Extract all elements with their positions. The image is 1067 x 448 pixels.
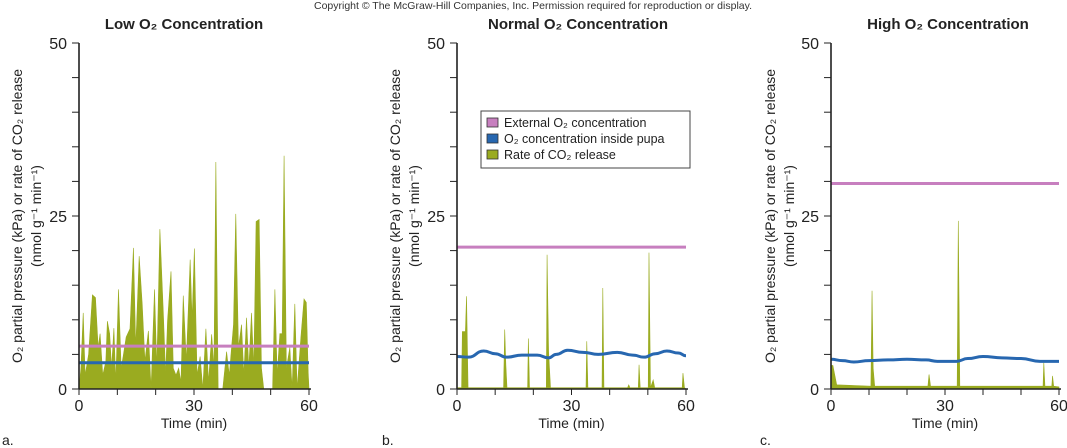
x-axis-title: Time (min): [161, 415, 227, 431]
x-tick-label: 30: [563, 398, 581, 415]
legend-label-internal-o2: O₂ concentration inside pupa: [504, 132, 665, 146]
panel-letter: a.: [2, 432, 14, 448]
panel-title: Low O₂ Concentration: [105, 16, 263, 33]
panel-a: 0 25 50 0 30 60 Time (min) O₂ partial pressure …: [2, 16, 318, 448]
legend-swatch-co2-release: [486, 149, 499, 160]
panel-title: High O₂ Concentration: [867, 16, 1029, 33]
y-axis-title-line2: (nmol g⁻¹ min⁻¹): [781, 165, 797, 267]
legend-label-co2-release: Rate of CO₂ release: [504, 148, 616, 162]
x-axis-title: Time (min): [538, 415, 604, 431]
co2-release-series: [78, 155, 310, 390]
legend: External O₂ concentration O₂ concentrati…: [480, 110, 691, 169]
panel-title: Normal O₂ Concentration: [488, 16, 668, 33]
x-tick-label: 30: [185, 398, 203, 415]
y-tick-label: 25: [427, 209, 445, 226]
y-tick-label: 25: [801, 209, 819, 226]
x-tick-label: 0: [453, 398, 462, 415]
legend-swatch-external-o2: [486, 117, 499, 128]
y-axis-title-line2: (nmol g⁻¹ min⁻¹): [406, 165, 422, 267]
internal-o2-line: [830, 354, 1059, 364]
panel-letter: b.: [382, 432, 394, 448]
panel-b: 0 25 50 0 30 60 Time (min) O₂ partial pressure …: [382, 16, 695, 448]
x-tick-label: 60: [677, 398, 695, 415]
panel-letter: c.: [760, 432, 771, 448]
legend-label-external-o2: External O₂ concentration: [504, 116, 646, 130]
x-tick-label: 60: [300, 398, 318, 415]
y-axis-title-line1: O₂ partial pressure (kPa) or rate of CO₂…: [9, 69, 25, 363]
x-tick-label: 30: [936, 398, 954, 415]
y-tick-label: 0: [810, 382, 819, 399]
co2-release-series: [830, 220, 1060, 390]
y-axis-title-line2: (nmol g⁻¹ min⁻¹): [28, 165, 44, 267]
co2-release-series: [456, 252, 687, 390]
y-tick-label: 0: [436, 382, 445, 399]
y-tick-label: 0: [58, 382, 67, 399]
x-tick-label: 0: [75, 398, 84, 415]
legend-swatch-internal-o2: [486, 133, 499, 144]
y-tick-label: 50: [49, 36, 67, 53]
x-tick-label: 60: [1050, 398, 1067, 415]
y-tick-label: 50: [427, 36, 445, 53]
x-tick-label: 0: [827, 398, 836, 415]
y-axis-title-line1: O₂ partial pressure (kPa) or rate of CO₂…: [762, 69, 778, 363]
internal-o2-line: [456, 348, 687, 360]
y-tick-label: 50: [801, 36, 819, 53]
copyright-notice: Copyright © The McGraw-Hill Companies, I…: [314, 0, 752, 12]
legend-box: [480, 110, 691, 169]
y-axis-title-line1: O₂ partial pressure (kPa) or rate of CO₂…: [387, 69, 403, 363]
x-axis-title: Time (min): [912, 415, 978, 431]
y-tick-label: 25: [49, 209, 67, 226]
panel-c: 0 25 50 0 30 60 Time (min) O₂ partial pressure …: [760, 16, 1067, 448]
